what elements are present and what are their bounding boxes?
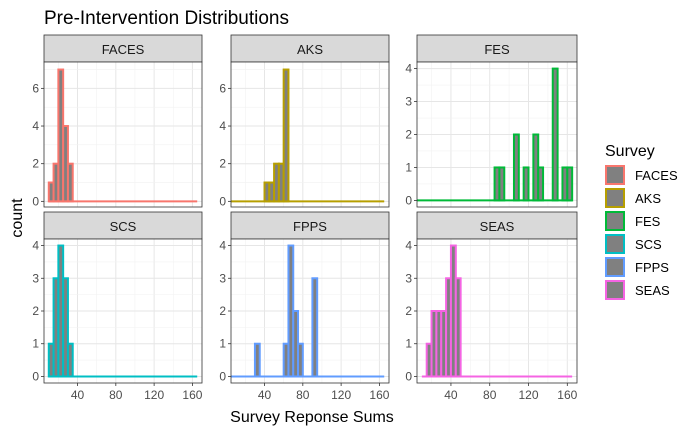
y-tick-label: 2 [32, 157, 39, 171]
panel-aks: AKS 0 2 4 6 [219, 34, 390, 208]
x-tick-label: 120 [331, 388, 351, 402]
legend-label-seas: SEAS [635, 283, 670, 298]
panel-seas: SEAS 0 1 2 3 4 40 80 120 160 [405, 211, 578, 402]
x-tick-label: 160 [369, 388, 389, 402]
panel-scs: SCS 0 1 2 3 4 40 80 120 160 [32, 211, 203, 402]
panel-strip-label: FPPS [293, 219, 327, 234]
y-tick-label: 0 [405, 369, 412, 383]
legend-key-scs [605, 234, 625, 254]
legend-title: Survey [605, 143, 655, 160]
bar-fes-160 [566, 166, 574, 202]
x-tick-label: 120 [144, 388, 164, 402]
y-tick-label: 3 [219, 271, 226, 285]
legend-key-fes [605, 211, 625, 231]
y-tick-label: 2 [32, 304, 39, 318]
legend-label-aks: AKS [635, 191, 661, 206]
panel-strip-label: SEAS [480, 219, 515, 234]
y-tick-label: 0 [219, 194, 226, 208]
legend-label-fes: FES [635, 214, 661, 229]
legend-label-fpps: FPPS [635, 260, 669, 275]
bar-fpps-30 [253, 342, 261, 378]
y-tick-label: 2 [405, 304, 412, 318]
y-tick-label: 4 [405, 62, 412, 76]
panel-strip [416, 211, 578, 240]
panel-strip [43, 34, 203, 63]
y-tick-label: 0 [405, 193, 412, 207]
panel-strip-label: SCS [110, 219, 137, 234]
x-tick-label: 80 [109, 388, 123, 402]
panel-border [230, 61, 390, 208]
panel-strip-label: FACES [102, 42, 145, 57]
panel-background [231, 62, 389, 207]
bar-seas-45 [454, 277, 462, 378]
y-tick-label: 4 [32, 239, 39, 253]
bar-fes-105 [512, 133, 520, 202]
legend-key-faces [605, 165, 625, 185]
x-tick-label: 40 [444, 388, 458, 402]
panel-faces: FACES 0 2 4 6 [32, 34, 203, 208]
x-tick-label: 160 [557, 388, 577, 402]
y-tick-label: 1 [405, 160, 412, 174]
legend-key-aks [605, 188, 625, 208]
y-tick-label: 4 [219, 239, 226, 253]
y-tick-label: 1 [32, 337, 39, 351]
panel-strip [43, 211, 203, 240]
bar-scs-25 [62, 277, 69, 378]
x-tick-label: 80 [296, 388, 310, 402]
y-tick-label: 2 [405, 128, 412, 142]
bar-scs-30 [66, 342, 74, 378]
y-tick-label: 3 [405, 271, 412, 285]
y-tick-label: 0 [32, 194, 39, 208]
y-tick-label: 6 [219, 81, 226, 95]
x-tick-label: 120 [518, 388, 538, 402]
legend-key-seas [605, 280, 625, 300]
chart-title: Pre-Intervention Distributions [44, 8, 289, 29]
y-tick-label: 1 [219, 337, 226, 351]
x-tick-label: 40 [71, 388, 85, 402]
panel-fes: FES 0 1 2 3 4 [405, 34, 578, 207]
y-tick-label: 2 [219, 157, 226, 171]
x-tick-label: 40 [258, 388, 272, 402]
panel-fpps: FPPS 0 1 2 3 4 40 80 120 160 [219, 211, 390, 402]
x-tick-label: 160 [182, 388, 202, 402]
bar-fes-130 [537, 166, 545, 202]
y-tick-label: 2 [219, 304, 226, 318]
y-tick-label: 3 [405, 95, 412, 109]
legend-label-faces: FACES [635, 168, 678, 183]
y-tick-label: 0 [219, 369, 226, 383]
panel-strip-label: AKS [297, 42, 323, 57]
legend-key-fpps [605, 257, 625, 277]
bar-fes-115 [522, 166, 530, 202]
panel-strip [230, 211, 390, 240]
bar-fpps-75 [297, 342, 304, 378]
y-axis-label: count [9, 198, 26, 238]
y-tick-label: 6 [32, 81, 39, 95]
legend: Survey FACES AKS FES SCS FPPS SEAS [605, 143, 678, 300]
bar-fes-90 [498, 166, 506, 202]
x-axis-label: Survey Reponse Sums [230, 409, 394, 426]
panel-strip-label: FES [484, 42, 510, 57]
panel-border [43, 61, 203, 208]
bar-fpps-90 [311, 277, 319, 378]
y-tick-label: 4 [32, 119, 39, 133]
y-tick-label: 4 [219, 119, 226, 133]
y-tick-label: 1 [405, 337, 412, 351]
y-tick-label: 4 [405, 239, 412, 253]
panel-strip [230, 34, 390, 63]
bar-aks-60 [282, 68, 290, 203]
legend-label-scs: SCS [635, 237, 662, 252]
bar-fes-145 [551, 67, 559, 202]
x-tick-label: 80 [483, 388, 497, 402]
bar-faces-30 [66, 162, 74, 203]
y-tick-label: 3 [32, 271, 39, 285]
panel-strip [416, 34, 578, 63]
y-tick-label: 0 [32, 369, 39, 383]
